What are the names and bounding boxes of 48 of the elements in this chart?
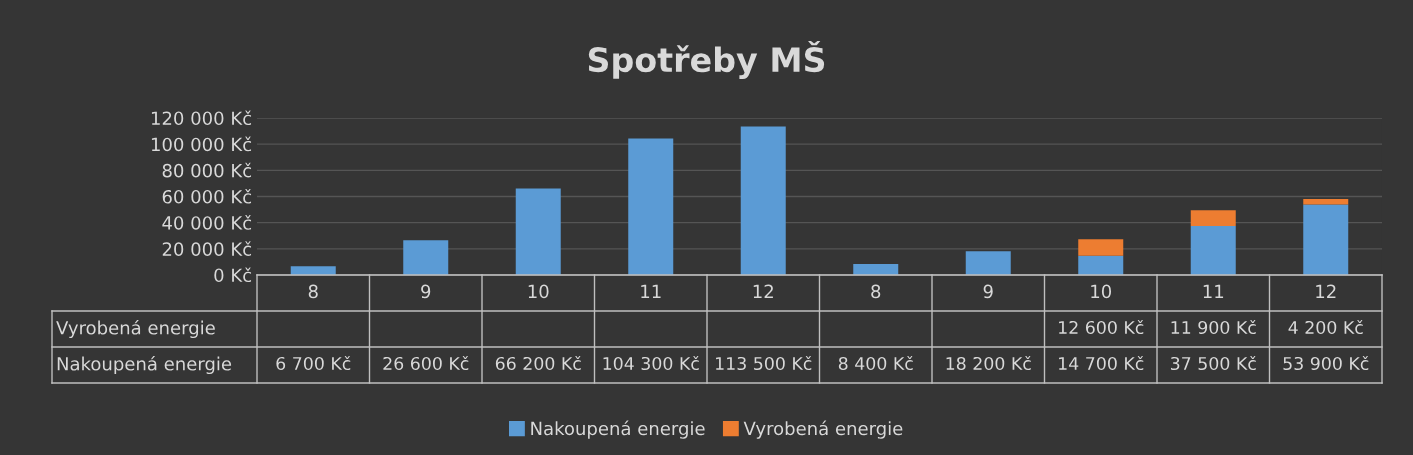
data-label: 18 200 Kč [946, 355, 1031, 371]
y-tick-label: 0 Kč [214, 267, 252, 283]
x-tick-label: 12 [1316, 284, 1336, 298]
legend-label: Vyrobená energie [743, 420, 903, 439]
data-label: 104 300 Kč [603, 355, 699, 371]
text: Vyrobená energie [56, 319, 215, 339]
bar [740, 126, 786, 275]
x-tick-label: 8 [308, 284, 318, 299]
data-label: 4 200 Kč [1288, 319, 1363, 335]
y-tick-label: 20 000 Kč [162, 241, 252, 256]
y-tick-label: 60 000 Kč [162, 188, 252, 204]
data-label: 12 600 Kč [1059, 319, 1144, 335]
data-label: 113 500 Kč [716, 355, 812, 371]
x-tick-label: 10 [1091, 284, 1112, 299]
text: Nakoupená energie [57, 355, 232, 375]
chart-title: Spotřeby MŠ [588, 40, 825, 80]
bar [1190, 225, 1236, 275]
data-label: 8 400 Kč [838, 355, 913, 371]
y-tick-label: 100 000 Kč [151, 136, 252, 152]
data-label: 14 700 Kč [1059, 355, 1144, 371]
bar [290, 266, 336, 275]
data-label: 66 200 Kč [495, 355, 581, 371]
bar [628, 138, 674, 275]
x-tick-label: 9 [421, 284, 431, 299]
data-label: 26 600 Kč [383, 355, 469, 371]
bar [965, 251, 1011, 275]
x-tick-label: 9 [983, 284, 993, 299]
x-tick-label: 10 [528, 284, 549, 299]
x-tick-label: 8 [871, 284, 881, 299]
data-label: 11 900 Kč [1171, 319, 1256, 335]
bar [1078, 239, 1124, 256]
data-label: 37 500 Kč [1170, 355, 1256, 371]
y-tick-label: 40 000 Kč [162, 215, 252, 230]
bar [1303, 198, 1349, 205]
data-label: 6 700 Kč [276, 355, 351, 371]
bar [853, 264, 899, 275]
bar [515, 188, 561, 275]
x-tick-label: 11 [641, 284, 661, 298]
bar [1078, 255, 1124, 275]
bar [1303, 204, 1349, 275]
x-tick-label: 12 [753, 284, 773, 298]
x-tick-label: 11 [1203, 284, 1224, 298]
bar [1190, 210, 1236, 226]
bar [403, 240, 449, 275]
y-tick-label: 80 000 Kč [162, 162, 252, 178]
legend-label: Nakoupená energie [531, 420, 705, 439]
data-label: 53 900 Kč [1283, 355, 1369, 371]
y-tick-label: 120 000 Kč [151, 110, 252, 126]
